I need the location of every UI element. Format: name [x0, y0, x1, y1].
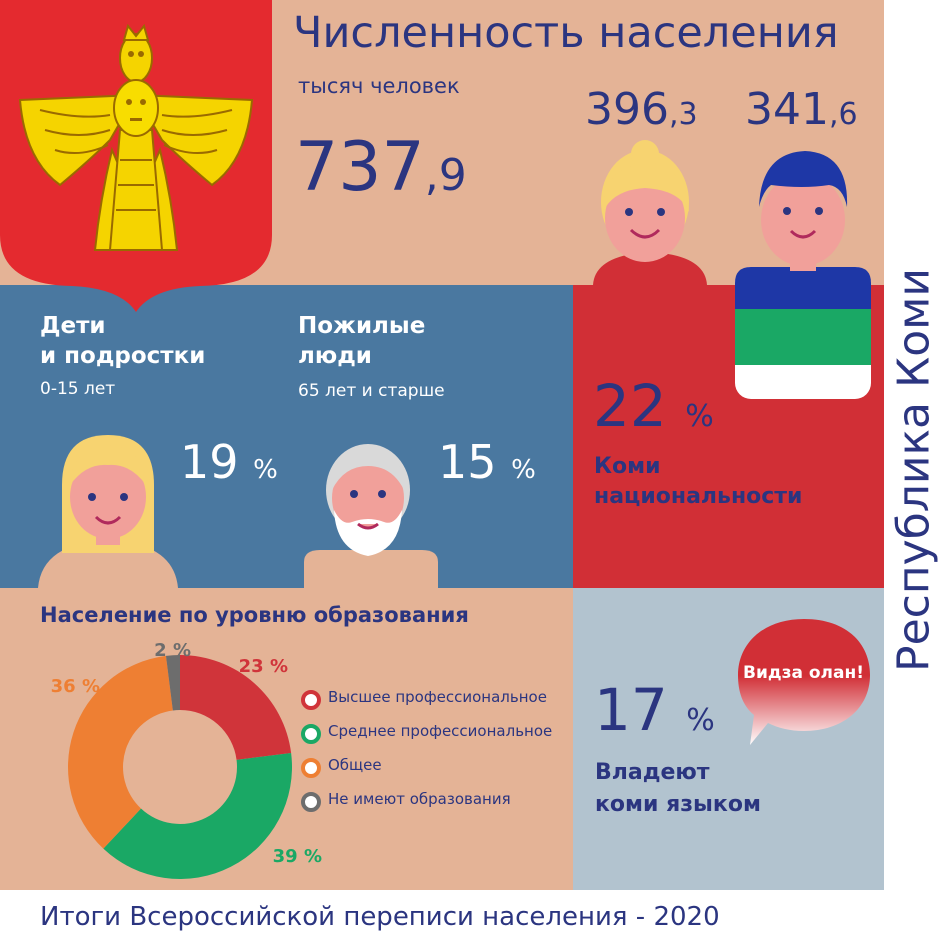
children-label-line1: Дети: [40, 313, 106, 339]
donut-label-none: 2 %: [154, 640, 191, 661]
komi-nationality-value: 22: [593, 372, 667, 440]
elderly-label-line2: люди: [298, 343, 372, 369]
page-subtitle: тысяч человек: [298, 74, 460, 98]
komi-language-percent: 17 %: [594, 676, 715, 744]
female-population-int: 396: [585, 84, 669, 135]
children-percent-value: 19: [180, 435, 239, 489]
elderly-percent-unit: %: [511, 455, 536, 485]
legend-label-general: Общее: [328, 756, 382, 774]
coat-of-arms: [0, 0, 272, 312]
child-icon: [38, 435, 178, 588]
donut-slice-secondary: [103, 752, 293, 879]
female-population-dec: ,3: [668, 97, 698, 132]
bubble-greeting: Видза олан!: [743, 663, 864, 683]
komi-language-unit: %: [686, 703, 715, 738]
female-population: 396,3: [585, 84, 698, 135]
children-age: 0-15 лет: [40, 379, 116, 399]
donut-label-general: 36 %: [51, 676, 100, 697]
legend-dot-none: [301, 792, 321, 812]
komi-language-label-line1: Владеют: [595, 760, 710, 785]
total-population: 737,9: [295, 128, 467, 207]
donut-label-secondary: 39 %: [273, 846, 322, 867]
legend-label-higher: Высшее профессиональное: [328, 688, 547, 706]
legend-dot-general: [301, 758, 321, 778]
male-population-int: 341: [745, 84, 829, 135]
education-title: Население по уровню образования: [40, 603, 469, 627]
region-title: Республика Коми: [888, 268, 940, 672]
children-label-line2: и подростки: [40, 343, 206, 369]
education-donut-chart: 23 % 39 % 36 % 2 %: [51, 640, 322, 879]
elderly-age: 65 лет и старше: [298, 381, 445, 401]
donut-slice-general: [68, 655, 173, 849]
legend-dot-higher: [301, 690, 321, 710]
legend-label-none: Не имеют образования: [328, 790, 511, 808]
komi-nationality-percent: 22 %: [593, 372, 714, 440]
legend-dot-secondary: [301, 724, 321, 744]
komi-nationality-label-line1: Коми: [594, 454, 661, 479]
elderly-percent-value: 15: [438, 435, 497, 489]
education-legend: Высшее профессиональное Среднее професси…: [301, 688, 561, 818]
total-population-dec: ,9: [424, 150, 467, 201]
speech-bubble: [738, 619, 870, 745]
donut-slice-none: [165, 655, 180, 711]
komi-nationality-label-line2: национальности: [594, 484, 803, 509]
children-percent: 19 %: [180, 435, 278, 489]
elderly-label-line1: Пожилые: [298, 313, 426, 339]
footer-text: Итоги Всероссийской переписи населения -…: [40, 902, 720, 932]
elderly-percent: 15 %: [438, 435, 536, 489]
total-population-int: 737: [295, 128, 425, 207]
man-icon: [735, 151, 871, 399]
donut-slice-higher: [180, 655, 292, 760]
page-title: Численность населения: [293, 8, 839, 58]
woman-icon: [593, 140, 707, 285]
elderly-icon: [304, 444, 438, 588]
komi-nationality-unit: %: [685, 399, 714, 434]
komi-language-label-line2: коми языком: [595, 792, 761, 817]
male-population-dec: ,6: [828, 97, 858, 132]
children-percent-unit: %: [253, 455, 278, 485]
donut-label-higher: 23 %: [239, 656, 288, 677]
legend-label-secondary: Среднее профессиональное: [328, 722, 553, 740]
male-population: 341,6: [745, 84, 858, 135]
komi-language-value: 17: [594, 676, 668, 744]
